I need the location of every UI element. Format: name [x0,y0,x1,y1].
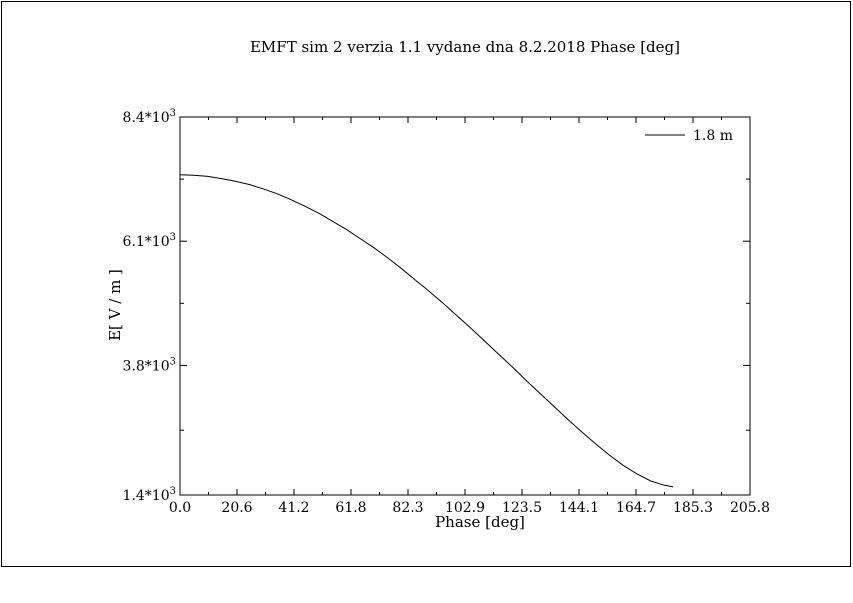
y-tick-label: 6.1*103 [123,232,176,250]
y-axis-title: E[ V / m ] [106,269,124,341]
x-tick-label: 61.8 [335,500,366,516]
axes: 0.0 20.6 41.2 61.8 82.3 102.9 123.5 144.1 164.7 1… [123,108,771,516]
plot-area [179,116,751,496]
x-tick-label: 185.3 [673,500,713,516]
series-line [179,174,674,488]
y-tick-label: 3.8*103 [123,356,176,374]
x-tick-label: 102.9 [445,500,485,516]
chart-title: EMFT sim 2 verzia 1.1 vydane dna 8.2.201… [250,38,680,56]
x-tick-label: 123.5 [502,500,542,516]
x-tick-label: 205.8 [730,500,770,516]
y-tick-label: 8.4*103 [123,108,176,126]
x-tick-label: 144.1 [559,500,599,516]
x-tick-label: 164.7 [616,500,656,516]
legend: 1.8 m [645,128,733,144]
x-tick-label: 82.3 [392,500,423,516]
x-axis-title: Phase [deg] [435,513,525,531]
series-layer [179,174,674,488]
x-tick-label: 41.2 [278,500,309,516]
y-tick-label: 1.4*103 [123,486,176,504]
legend-label: 1.8 m [693,128,733,144]
x-tick-label: 0.0 [169,500,191,516]
figure-frame [1,1,851,567]
x-tick-label: 20.6 [221,500,252,516]
